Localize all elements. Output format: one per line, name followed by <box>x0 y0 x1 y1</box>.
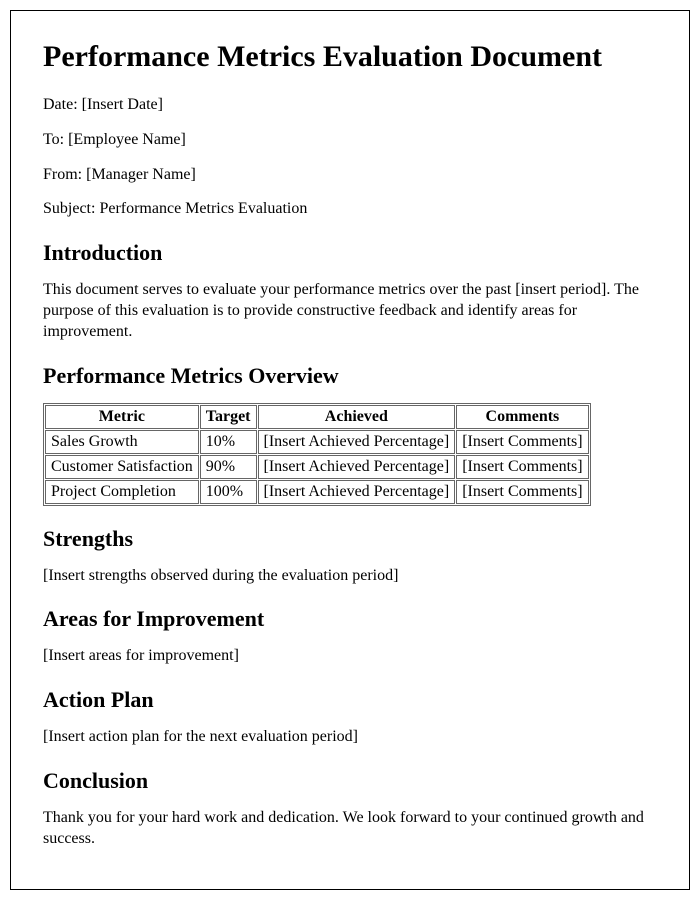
section-heading-overview: Performance Metrics Overview <box>43 363 657 389</box>
table-cell: [Insert Achieved Percentage] <box>258 480 456 504</box>
metrics-table: Metric Target Achieved Comments Sales Gr… <box>43 403 591 506</box>
table-header-cell: Achieved <box>258 405 456 429</box>
section-heading-strengths: Strengths <box>43 526 657 552</box>
table-header-cell: Target <box>200 405 257 429</box>
table-cell: Customer Satisfaction <box>45 455 199 479</box>
table-cell: 90% <box>200 455 257 479</box>
table-cell: 100% <box>200 480 257 504</box>
table-cell: Sales Growth <box>45 430 199 454</box>
table-cell: 10% <box>200 430 257 454</box>
section-body-improvement: [Insert areas for improvement] <box>43 646 657 667</box>
meta-to: To: [Employee Name] <box>43 130 657 151</box>
section-heading-improvement: Areas for Improvement <box>43 606 657 632</box>
meta-subject: Subject: Performance Metrics Evaluation <box>43 199 657 220</box>
table-header-row: Metric Target Achieved Comments <box>45 405 589 429</box>
table-row: Sales Growth 10% [Insert Achieved Percen… <box>45 430 589 454</box>
section-body-introduction: This document serves to evaluate your pe… <box>43 280 657 342</box>
section-heading-conclusion: Conclusion <box>43 768 657 794</box>
table-cell: [Insert Comments] <box>456 455 588 479</box>
table-cell: Project Completion <box>45 480 199 504</box>
table-row: Project Completion 100% [Insert Achieved… <box>45 480 589 504</box>
table-cell: [Insert Achieved Percentage] <box>258 455 456 479</box>
table-cell: [Insert Comments] <box>456 480 588 504</box>
meta-date: Date: [Insert Date] <box>43 95 657 116</box>
section-body-action: [Insert action plan for the next evaluat… <box>43 727 657 748</box>
table-header-cell: Metric <box>45 405 199 429</box>
section-body-conclusion: Thank you for your hard work and dedicat… <box>43 808 657 850</box>
document-page: Performance Metrics Evaluation Document … <box>10 10 690 890</box>
section-heading-action: Action Plan <box>43 687 657 713</box>
section-body-strengths: [Insert strengths observed during the ev… <box>43 566 657 587</box>
document-title: Performance Metrics Evaluation Document <box>43 39 657 75</box>
table-row: Customer Satisfaction 90% [Insert Achiev… <box>45 455 589 479</box>
table-header-cell: Comments <box>456 405 588 429</box>
section-heading-introduction: Introduction <box>43 240 657 266</box>
table-cell: [Insert Achieved Percentage] <box>258 430 456 454</box>
meta-from: From: [Manager Name] <box>43 165 657 186</box>
table-cell: [Insert Comments] <box>456 430 588 454</box>
